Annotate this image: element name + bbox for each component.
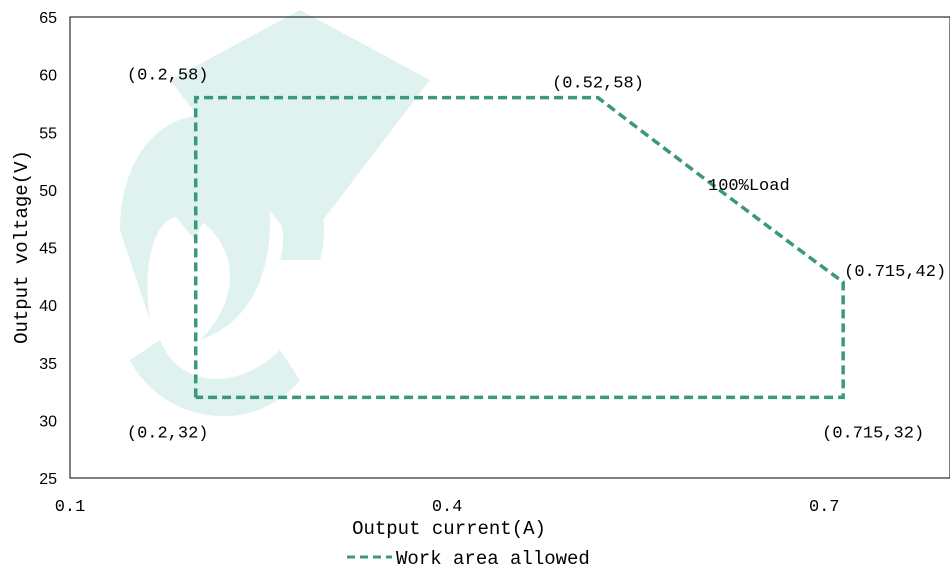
y-axis-label: Output voltage(V) <box>11 150 33 344</box>
y-tick-label: 35 <box>39 356 57 373</box>
y-tick-label: 65 <box>39 10 57 27</box>
y-tick-label: 30 <box>39 413 57 430</box>
legend: Work area allowed <box>347 548 590 569</box>
y-tick-label: 45 <box>39 241 57 258</box>
plot-area <box>69 16 950 479</box>
legend-label: Work area allowed <box>396 548 590 569</box>
watermark-logo <box>120 10 430 417</box>
x-axis-label: Output current(A) <box>352 518 546 540</box>
annotation-label: (0.2,32) <box>127 424 209 443</box>
x-tick-label: 0.4 <box>432 498 463 517</box>
series-line-work-area <box>193 95 845 400</box>
series-layer <box>193 95 845 400</box>
annotation-label: (0.715,32) <box>822 424 924 443</box>
x-tick-label: 0.7 <box>809 498 840 517</box>
y-axis: 25 30 35 40 45 50 55 60 65 <box>39 10 57 488</box>
x-tick-label: 0.1 <box>55 498 86 517</box>
y-tick-label: 25 <box>39 471 57 488</box>
annotation-layer: (0.2,58) (0.52,58) 100%Load (0.715,42) (0.2,… <box>127 67 946 444</box>
annotation-label: 100%Load <box>708 177 790 196</box>
annotation-label: (0.2,58) <box>127 67 209 86</box>
y-tick-label: 50 <box>39 183 57 200</box>
x-axis: 0.1 0.4 0.7 <box>55 498 840 517</box>
annotation-label: (0.715,42) <box>844 263 946 282</box>
y-tick-label: 55 <box>39 125 57 142</box>
annotation-label: (0.52,58) <box>552 75 644 94</box>
y-tick-label: 60 <box>39 68 57 85</box>
y-tick-label: 40 <box>39 298 57 315</box>
